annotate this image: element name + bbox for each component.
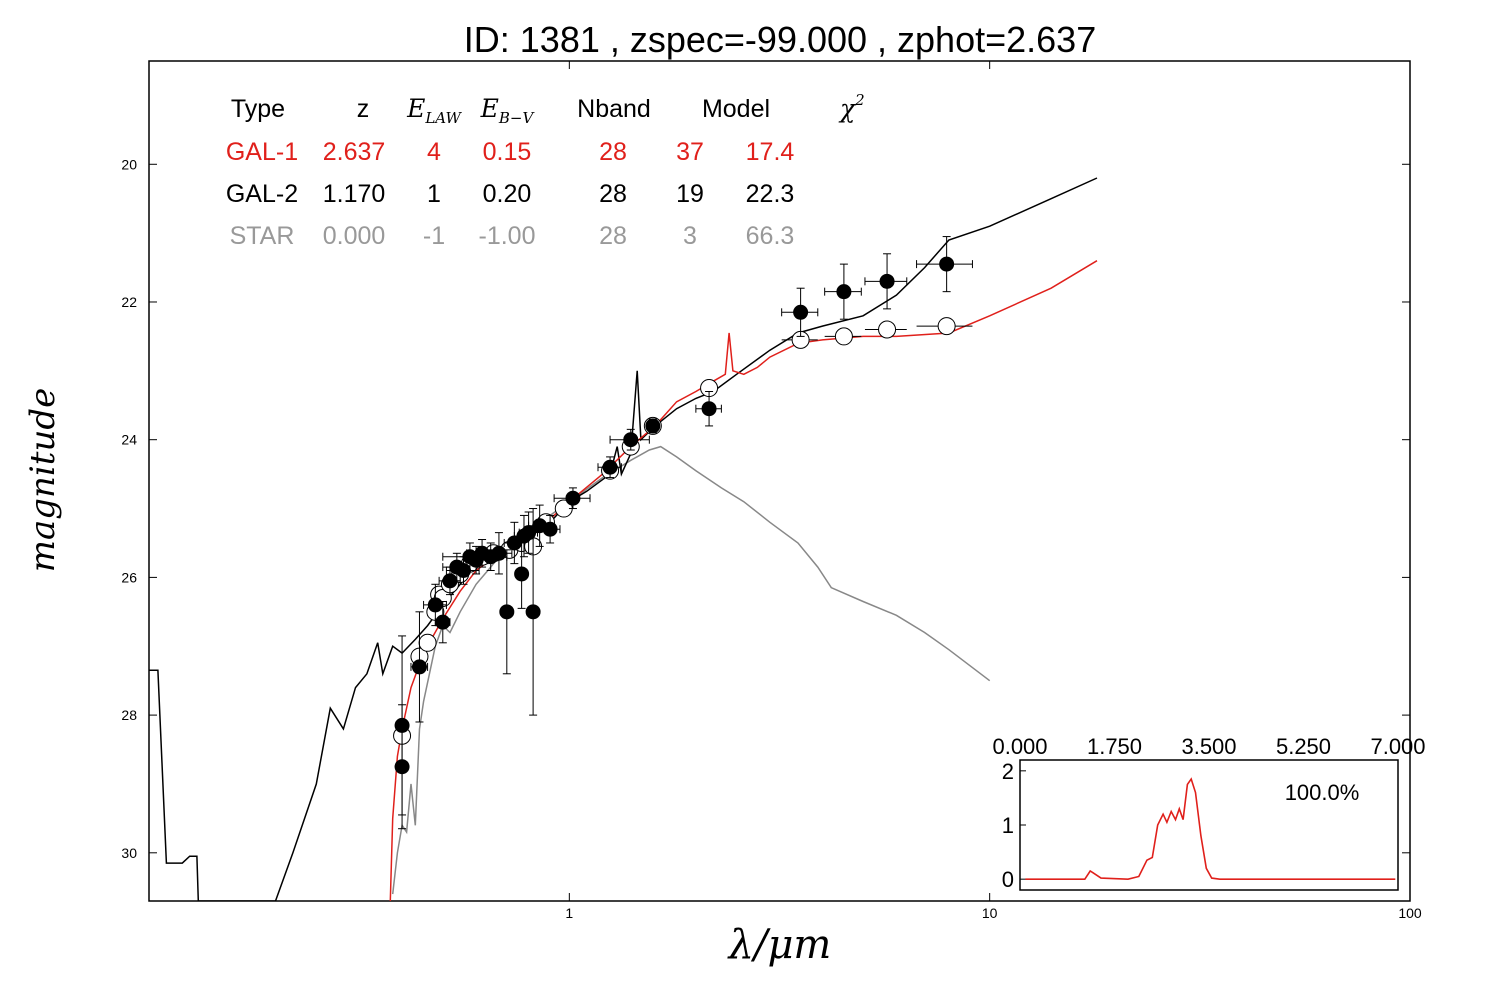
y-tick-label: 28 <box>121 707 137 723</box>
observed-point <box>455 563 471 579</box>
inset-x-tick-label: 3.500 <box>1181 734 1236 759</box>
table-cell: 28 <box>599 138 627 166</box>
observed-point <box>442 573 458 589</box>
y-tick-label: 20 <box>121 156 137 172</box>
model-point <box>937 317 956 336</box>
curve-gal-2 <box>149 177 1098 901</box>
x-axis-label: λ/μm <box>727 922 832 968</box>
inset-annotation: 100.0% <box>1285 780 1360 805</box>
y-tick-label: 26 <box>121 569 137 585</box>
table-cell: 2.637 <box>323 138 386 166</box>
observed-point <box>645 418 661 434</box>
table-header: EB−V <box>480 94 536 127</box>
table-cell: 0.000 <box>323 222 386 250</box>
observed-point <box>836 284 852 300</box>
fit-results-table: Type z ELAW EB−V Nband Model χ2 GAL-1 2.637 4 0.15… <box>226 91 865 250</box>
plot-frame <box>148 60 1411 902</box>
model-point <box>834 327 853 346</box>
table-cell: 3 <box>683 222 697 250</box>
chart-title: ID: 1381 , zspec=-99.000 , zphot=2.637 <box>464 19 1096 60</box>
x-tick-label: 1 <box>565 905 573 921</box>
table-header: Nband <box>577 95 651 123</box>
table-cell: 19 <box>676 180 704 208</box>
observed-point <box>879 273 895 289</box>
table-header: Model <box>702 95 770 123</box>
table-cell: 1.170 <box>323 180 386 208</box>
curve-gal-1 <box>389 260 1098 901</box>
pdz-inset: 0.000 1.750 3.500 5.250 7.000 0 1 2 100.0% <box>992 734 1425 892</box>
table-cell: GAL-2 <box>226 180 298 208</box>
observed-point <box>411 659 427 675</box>
inset-x-tick-label: 0.000 <box>992 734 1047 759</box>
table-cell: 28 <box>599 180 627 208</box>
table-cell: 22.3 <box>746 180 795 208</box>
y-tick-label: 30 <box>121 845 137 861</box>
model-point <box>418 633 437 652</box>
y-tick-label: 24 <box>121 432 137 448</box>
observed-point <box>394 759 410 775</box>
inset-y-tick-label: 1 <box>1002 813 1014 838</box>
table-cell: STAR <box>230 222 295 250</box>
table-header: χ2 <box>838 91 865 123</box>
observed-point <box>939 256 955 272</box>
table-cell: 17.4 <box>746 138 795 166</box>
inset-x-tick-label: 5.250 <box>1276 734 1331 759</box>
observed-point <box>565 490 581 506</box>
observed-point <box>623 432 639 448</box>
table-header: z <box>357 95 370 123</box>
observed-point <box>435 614 451 630</box>
inset-frame <box>1019 759 1399 891</box>
table-cell: -1.00 <box>479 222 536 250</box>
table-header: ELAW <box>406 94 462 127</box>
curve-star <box>391 445 991 895</box>
observed-point <box>542 521 558 537</box>
x-tick-label: 100 <box>1398 905 1422 921</box>
inset-x-tick-label: 7.000 <box>1370 734 1425 759</box>
model-point <box>878 320 897 339</box>
table-cell: 37 <box>676 138 704 166</box>
observed-point <box>521 525 537 541</box>
x-tick-label: 10 <box>982 905 998 921</box>
observed-point <box>491 545 507 561</box>
table-cell: 28 <box>599 222 627 250</box>
table-cell: 4 <box>427 138 441 166</box>
model-curves <box>149 177 1098 901</box>
observed-point <box>427 597 443 613</box>
observed-point <box>602 459 618 475</box>
table-cell: -1 <box>423 222 445 250</box>
table-cell: 0.20 <box>483 180 532 208</box>
data-points <box>393 236 973 830</box>
inset-x-tick-label: 1.750 <box>1087 734 1142 759</box>
y-tick-label: 22 <box>121 294 137 310</box>
inset-pdz-curve <box>1025 777 1396 881</box>
table-header: Type <box>231 95 285 123</box>
inset-y-tick-label: 2 <box>1002 759 1014 784</box>
table-cell: GAL-1 <box>226 138 298 166</box>
observed-point <box>793 304 809 320</box>
y-axis-label: magnitude <box>23 388 63 573</box>
table-cell: 0.15 <box>483 138 532 166</box>
table-cell: 1 <box>427 180 441 208</box>
table-cell: 66.3 <box>746 222 795 250</box>
observed-point <box>514 566 530 582</box>
observed-point <box>701 401 717 417</box>
observed-point <box>525 604 541 620</box>
inset-y-tick-label: 0 <box>1002 867 1014 892</box>
observed-point <box>499 604 515 620</box>
